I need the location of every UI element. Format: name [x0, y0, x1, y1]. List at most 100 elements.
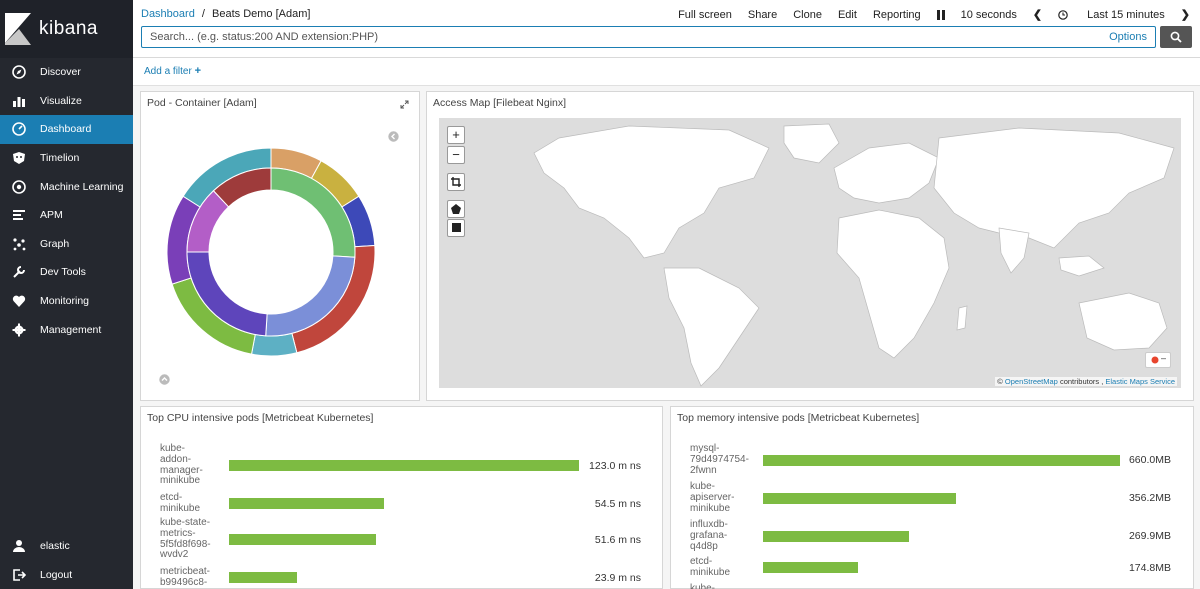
sidebar-nav: Discover Visualize Dashboard Timelion Machin…: [0, 58, 133, 344]
sidebar-item-apm[interactable]: APM: [0, 201, 133, 230]
reporting-button[interactable]: Reporting: [872, 8, 921, 21]
sidebar: kibana Discover Visualize Dashboard Timelio…: [0, 0, 133, 589]
search-options-button[interactable]: Options: [1109, 31, 1147, 43]
bar[interactable]: [229, 498, 384, 510]
inner-slice[interactable]: [212, 167, 272, 208]
sidebar-item-logout[interactable]: Logout: [0, 560, 133, 589]
zoom-out-button[interactable]: −: [447, 146, 465, 164]
bar[interactable]: [229, 572, 297, 584]
panel-title: Top CPU intensive pods [Metricbeat Kuber…: [147, 412, 374, 424]
sidebar-item-elastic[interactable]: elastic: [0, 532, 133, 561]
pod-name-line: kube-: [690, 481, 716, 492]
sidebar-item-timelion[interactable]: Timelion: [0, 144, 133, 173]
pod-name-line: wvdv2: [160, 549, 189, 561]
pod-name: mysql- 79d4974754- 2fwnn: [690, 443, 760, 476]
plus-icon: +: [194, 65, 202, 77]
refresh-interval-button[interactable]: 10 seconds: [960, 8, 1017, 21]
search-placeholder: Search... (e.g. status:200 AND extension…: [150, 31, 379, 43]
pod-container-panel: Pod - Container [Adam]: [140, 91, 420, 401]
search-button[interactable]: [1160, 26, 1192, 48]
pause-icon[interactable]: [936, 9, 945, 20]
bar-value: 23.9 m ns: [594, 571, 641, 584]
panel-title: Top memory intensive pods [Metricbeat Ku…: [677, 412, 920, 424]
pod-name-line: minikube: [690, 502, 731, 514]
kibana-logo-icon: [5, 13, 31, 45]
clone-button[interactable]: Clone: [793, 8, 822, 21]
pod-name-line: metricbeat-: [160, 566, 211, 577]
dashboard-actions: Full screen Share Clone Edit Reporting 1…: [662, 8, 1190, 22]
collapse-icon[interactable]: [159, 374, 170, 385]
world-map[interactable]: + − – © OpenStreetMap contributors , Ela…: [439, 118, 1181, 388]
crop-icon: [451, 177, 461, 187]
draw-polygon-button[interactable]: [447, 200, 465, 218]
gear-icon: [11, 322, 26, 337]
pod-name-line: etcd-: [160, 492, 183, 503]
sidebar-item-label: Timelion: [40, 152, 80, 165]
zoom-in-button[interactable]: +: [447, 126, 465, 144]
bar[interactable]: [229, 460, 579, 472]
pod-name-line: mysql-: [690, 443, 720, 454]
panel-title: Access Map [Filebeat Nginx]: [433, 97, 567, 109]
pod-name-line: metrics-: [160, 527, 196, 539]
pod-name-line: minikube: [690, 566, 731, 578]
fit-bounds-button[interactable]: [447, 173, 465, 191]
add-filter-button[interactable]: Add a filter +: [144, 65, 201, 77]
breadcrumb: Dashboard / Beats Demo [Adam]: [141, 8, 310, 20]
sidebar-item-visualize[interactable]: Visualize: [0, 87, 133, 116]
sidebar-item-graph[interactable]: Graph: [0, 230, 133, 259]
pod-name-line: b99496c8-: [160, 576, 208, 588]
apm-icon: [11, 208, 26, 223]
pod-name-line: grafana-: [690, 529, 728, 541]
world-map-landmass: [533, 123, 1175, 387]
square-icon: [451, 223, 461, 232]
bar[interactable]: [763, 454, 1120, 466]
legend-toggle-icon[interactable]: [388, 131, 399, 142]
sidebar-item-monitoring[interactable]: Monitoring: [0, 287, 133, 316]
sidebar-item-label: Dev Tools: [40, 266, 86, 279]
bar[interactable]: [763, 530, 909, 542]
top-cpu-pods-panel: Top CPU intensive pods [Metricbeat Kuber…: [140, 406, 663, 589]
openstreetmap-link[interactable]: OpenStreetMap: [1004, 377, 1058, 386]
attribution-contributors: contributors ,: [1059, 377, 1104, 386]
share-button[interactable]: Share: [747, 8, 778, 21]
draw-rectangle-button[interactable]: [447, 219, 465, 237]
pod-name: etcd-minikube: [160, 492, 230, 515]
chevron-right-icon[interactable]: ❯: [1180, 9, 1190, 21]
bar[interactable]: [229, 534, 376, 546]
kibana-logo[interactable]: kibana: [0, 0, 133, 58]
pod-name-line: kube-state-: [160, 517, 211, 528]
sidebar-item-label: Discover: [40, 66, 81, 79]
sidebar-bottom: elastic Logout: [0, 532, 133, 589]
search-input[interactable]: Search... (e.g. status:200 AND extension…: [141, 26, 1156, 48]
machine-learning-icon: [11, 179, 26, 194]
full-screen-button[interactable]: Full screen: [678, 8, 732, 21]
pod-name-line: addon-: [160, 453, 192, 465]
bar-value: 123.0 m ns: [589, 459, 641, 472]
search-icon: [1170, 31, 1182, 43]
logout-icon: [11, 567, 26, 582]
pod-name: etcd-minikube: [690, 556, 760, 579]
map-legend-button[interactable]: –: [1145, 352, 1171, 368]
breadcrumb-dashboard-link[interactable]: Dashboard: [141, 8, 195, 20]
edit-button[interactable]: Edit: [837, 8, 857, 21]
sidebar-item-management[interactable]: Management: [0, 315, 133, 344]
pod-name-line: apiserver-: [690, 491, 735, 503]
bar[interactable]: [763, 492, 956, 504]
bar-value: 356.2MB: [1128, 492, 1171, 505]
panel-title: Pod - Container [Adam]: [147, 97, 257, 109]
compass-icon: [11, 65, 26, 80]
bar-value: 51.6 m ns: [594, 533, 641, 546]
sidebar-item-discover[interactable]: Discover: [0, 58, 133, 87]
sidebar-item-dashboard[interactable]: Dashboard: [0, 115, 133, 144]
expand-icon[interactable]: [400, 100, 409, 109]
sidebar-item-label: Logout: [40, 568, 73, 581]
sidebar-item-label: Visualize: [40, 94, 82, 107]
sidebar-item-machine-learning[interactable]: Machine Learning: [0, 172, 133, 201]
sidebar-item-dev-tools[interactable]: Dev Tools: [0, 258, 133, 287]
sidebar-item-label: Management: [40, 323, 102, 336]
bar[interactable]: [763, 562, 858, 574]
time-picker-button[interactable]: Last 15 minutes: [1058, 9, 1165, 21]
elastic-maps-service-link[interactable]: Elastic Maps Service: [1105, 377, 1175, 386]
outer-slice[interactable]: [250, 332, 298, 357]
chevron-left-icon[interactable]: ❮: [1032, 9, 1043, 21]
